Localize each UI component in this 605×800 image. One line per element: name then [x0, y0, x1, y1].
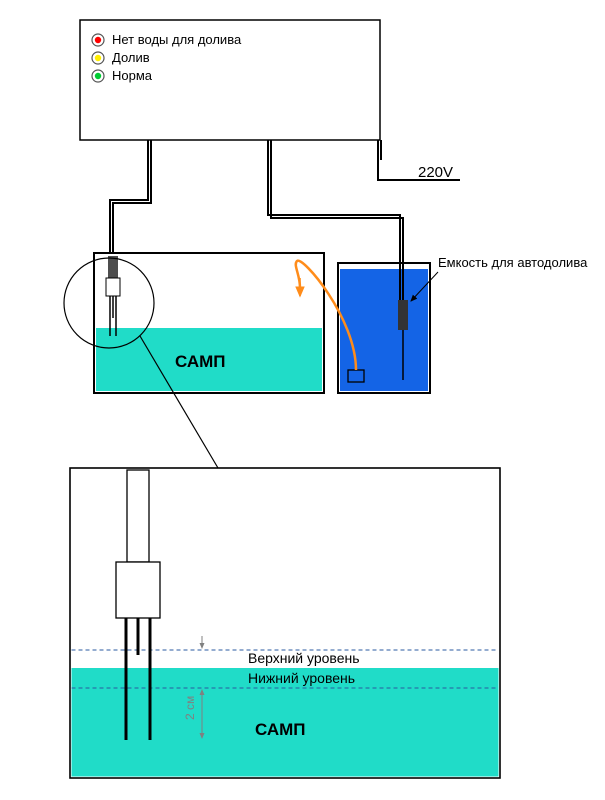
legend-label-1: Нет воды для долива — [112, 32, 242, 47]
led-green — [95, 73, 101, 79]
cm-label: 2 см — [183, 696, 197, 720]
refill-sensor — [398, 300, 408, 330]
legend-label-3: Норма — [112, 68, 153, 83]
sensor-mount — [108, 256, 118, 278]
wire-2b — [271, 140, 403, 263]
refill-water — [340, 269, 428, 391]
samp-label: САМП — [175, 352, 226, 371]
detail-sensor-shaft — [127, 470, 149, 562]
lower-level-label: Нижний уровень — [248, 670, 355, 686]
led-yellow — [95, 55, 101, 61]
refill-label: Емкость для автодолива — [438, 255, 588, 270]
voltage-label: 220V — [418, 164, 453, 181]
detail-sensor-body — [116, 562, 160, 618]
led-red — [95, 37, 101, 43]
detail-samp-label: САМП — [255, 720, 306, 739]
wire-1a — [110, 140, 148, 253]
upper-level-label: Верхний уровень — [248, 650, 360, 666]
diagram-root: Нет воды для долива Долив Норма 220V САМ… — [0, 0, 605, 800]
legend-label-2: Долив — [112, 50, 150, 65]
wire-1b — [113, 140, 151, 253]
sensor-body — [106, 278, 120, 296]
